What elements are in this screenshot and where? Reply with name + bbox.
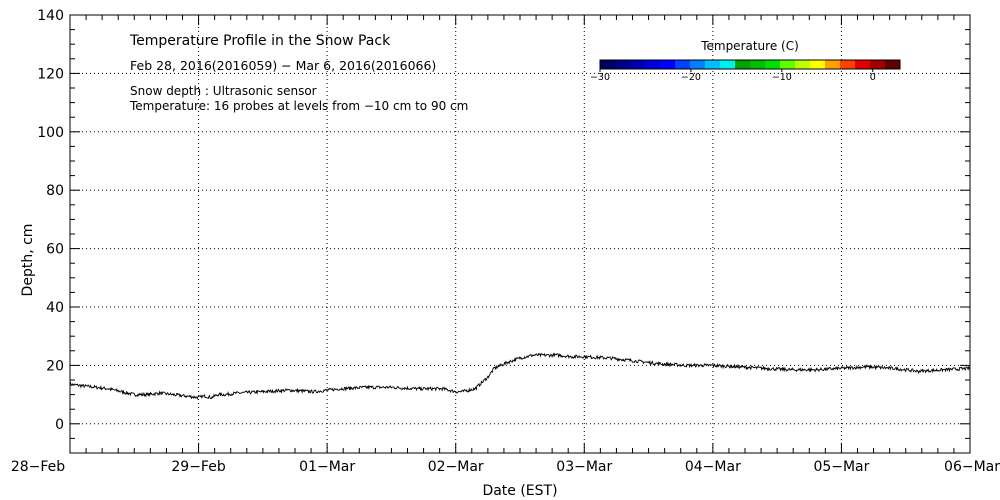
y-tick-label: 60 [46, 242, 64, 258]
x-tick-label: 05−Mar [813, 459, 869, 475]
grid-lines [69, 14, 971, 453]
x-axis-label: Date (EST) [482, 483, 557, 499]
annotation-sensor: Snow depth : Ultrasonic sensor [130, 84, 317, 98]
colorbar-swatch [600, 60, 616, 69]
y-tick-label: 40 [46, 300, 64, 316]
y-tick-label: 140 [37, 8, 64, 24]
colorbar-tick-label: −10 [772, 72, 792, 83]
colorbar-swatch [690, 60, 706, 69]
colorbar-swatch [615, 60, 631, 69]
colorbar-swatch [855, 60, 871, 69]
colorbar-tick-label: 0 [870, 72, 876, 83]
y-tick-label: 0 [55, 417, 64, 433]
x-tick-label: 29−Feb [171, 459, 225, 475]
colorbar-swatch [660, 60, 676, 69]
x-tick-label: 01−Mar [299, 459, 355, 475]
colorbar: −30 −20 −10 0 [590, 59, 901, 83]
series-layer [69, 352, 971, 400]
colorbar-swatch [795, 60, 811, 69]
chart-title: Temperature Profile in the Snow Pack [129, 33, 391, 49]
y-axis-label: Depth, cm [20, 224, 36, 297]
colorbar-swatch [735, 60, 751, 69]
y-tick-label: 100 [37, 125, 64, 141]
colorbar-swatch [885, 60, 901, 69]
colorbar-swatch [645, 60, 661, 69]
colorbar-swatch [870, 60, 886, 69]
colorbar-swatch [750, 60, 766, 69]
colorbar-swatch [675, 60, 691, 69]
colorbar-swatch [705, 60, 721, 69]
plot-frame [69, 14, 971, 454]
x-tick-label: 03−Mar [556, 459, 612, 475]
x-tick-label: 02−Mar [428, 459, 484, 475]
axis-ticks: 0 20 40 60 80 100 120 140 28−Feb 29−Feb 01−Mar 02−M… [11, 8, 1000, 475]
snow-depth-line [69, 352, 971, 400]
colorbar-swatch [630, 60, 646, 69]
colorbar-swatch [825, 60, 841, 69]
x-tick-label: 04−Mar [685, 459, 741, 475]
y-tick-label: 120 [37, 66, 64, 82]
x-tick-label: 06−Mar [944, 459, 1000, 475]
colorbar-swatch [765, 60, 781, 69]
colorbar-frame [599, 59, 901, 70]
colorbar-tick-label: −20 [681, 72, 701, 83]
colorbar-tick-label: −30 [590, 72, 610, 83]
y-tick-label: 20 [46, 358, 64, 374]
colorbar-swatch [810, 60, 826, 69]
colorbar-title: Temperature (C) [700, 39, 799, 53]
colorbar-swatch [720, 60, 736, 69]
annotation-probes: Temperature: 16 probes at levels from −1… [129, 99, 468, 113]
y-tick-label: 80 [46, 183, 64, 199]
colorbar-swatch [780, 60, 796, 69]
colorbar-swatch [840, 60, 856, 69]
x-tick-label: 28−Feb [11, 459, 65, 475]
chart-subtitle: Feb 28, 2016(2016059) − Mar 6, 2016(2016… [130, 58, 436, 73]
